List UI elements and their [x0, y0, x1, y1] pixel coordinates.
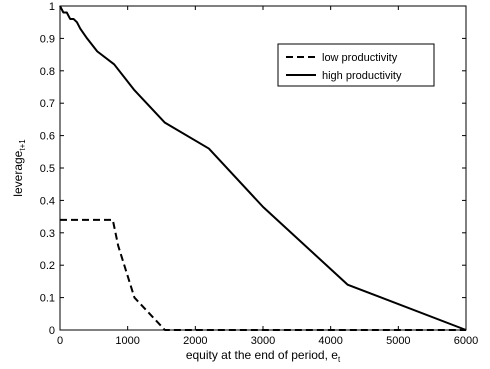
y-axis-label-main: leverage	[11, 150, 25, 196]
x-tick-label: 3000	[251, 335, 275, 347]
y-axis-label-sub: t+1	[18, 139, 27, 151]
y-axis-label: leveraget+1	[11, 139, 27, 197]
legend-label-high: high productivity	[322, 70, 402, 82]
x-axis-label-main: equity at the end of period, e	[186, 348, 338, 362]
x-tick-label: 6000	[454, 335, 478, 347]
legend-box	[277, 43, 435, 87]
y-tick-label: 0	[49, 325, 55, 337]
x-tick-label: 2000	[183, 335, 207, 347]
x-tick-label: 5000	[386, 335, 410, 347]
y-tick-label: 0.8	[40, 66, 55, 78]
legend: low productivity high productivity	[277, 43, 435, 87]
x-tick-label: 1000	[115, 335, 139, 347]
x-tick-label: 4000	[318, 335, 342, 347]
tick-layer: 0 1000 2000 3000 4000 5000 6000 0 0.1 0.2 0.3 0.4 0.…	[40, 1, 479, 347]
y-tick-label: 1	[49, 1, 55, 13]
y-tick-label: 0.7	[40, 98, 55, 110]
y-tick-label: 0.5	[40, 163, 55, 175]
y-tick-label: 0.9	[40, 33, 55, 45]
legend-label-low: low productivity	[322, 52, 398, 64]
y-tick-label: 0.6	[40, 131, 55, 143]
x-axis-label: equity at the end of period, et	[186, 348, 341, 364]
series-layer	[59, 5, 467, 331]
y-tick-label: 0.4	[40, 195, 55, 207]
y-tick-label: 0.2	[40, 260, 55, 272]
y-tick-label: 0.3	[40, 228, 55, 240]
y-tick-label: 0.1	[40, 293, 55, 305]
x-axis-label-sub: t	[338, 355, 341, 364]
x-tick-label: 0	[57, 335, 63, 347]
series-line-high-productivity	[59, 5, 467, 331]
